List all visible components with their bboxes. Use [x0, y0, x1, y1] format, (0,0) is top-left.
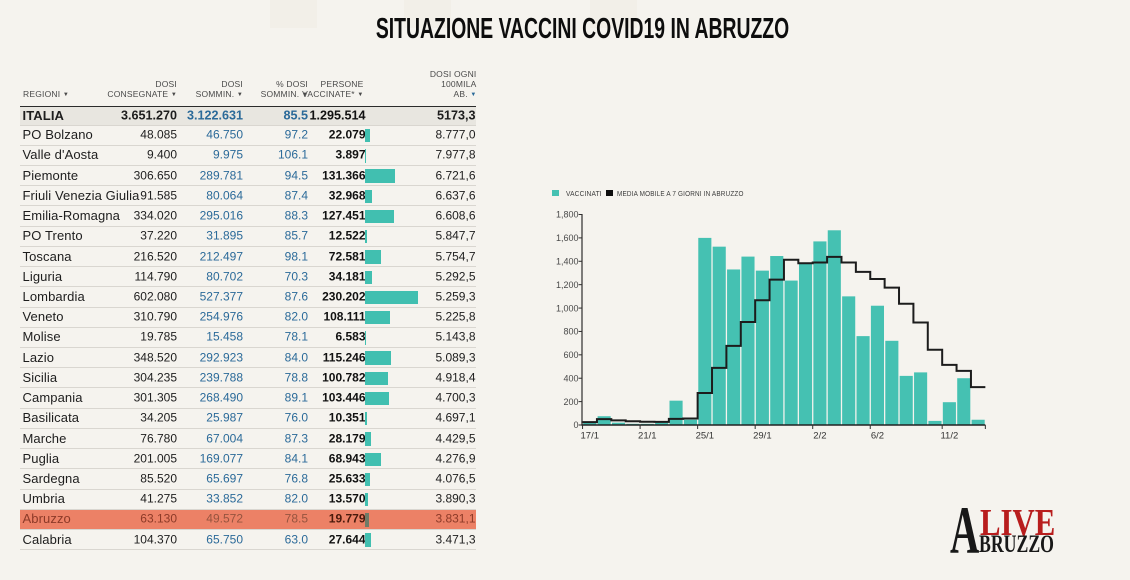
svg-text:1,400: 1,400 — [556, 256, 579, 266]
svg-text:21/1: 21/1 — [638, 431, 657, 442]
svg-text:1,600: 1,600 — [556, 233, 579, 243]
svg-text:200: 200 — [563, 397, 578, 407]
svg-text:0: 0 — [573, 420, 578, 430]
svg-text:2/2: 2/2 — [813, 431, 826, 442]
svg-text:400: 400 — [563, 373, 578, 383]
svg-text:600: 600 — [563, 350, 578, 360]
svg-text:800: 800 — [563, 327, 578, 337]
svg-text:11/2: 11/2 — [940, 431, 958, 442]
svg-text:25/1: 25/1 — [696, 431, 715, 442]
svg-text:29/1: 29/1 — [753, 431, 772, 442]
svg-text:6/2: 6/2 — [871, 431, 884, 442]
svg-text:1,800: 1,800 — [556, 210, 579, 220]
svg-text:1,000: 1,000 — [556, 303, 579, 313]
svg-text:1,200: 1,200 — [556, 280, 579, 290]
svg-text:17/1: 17/1 — [581, 431, 600, 442]
